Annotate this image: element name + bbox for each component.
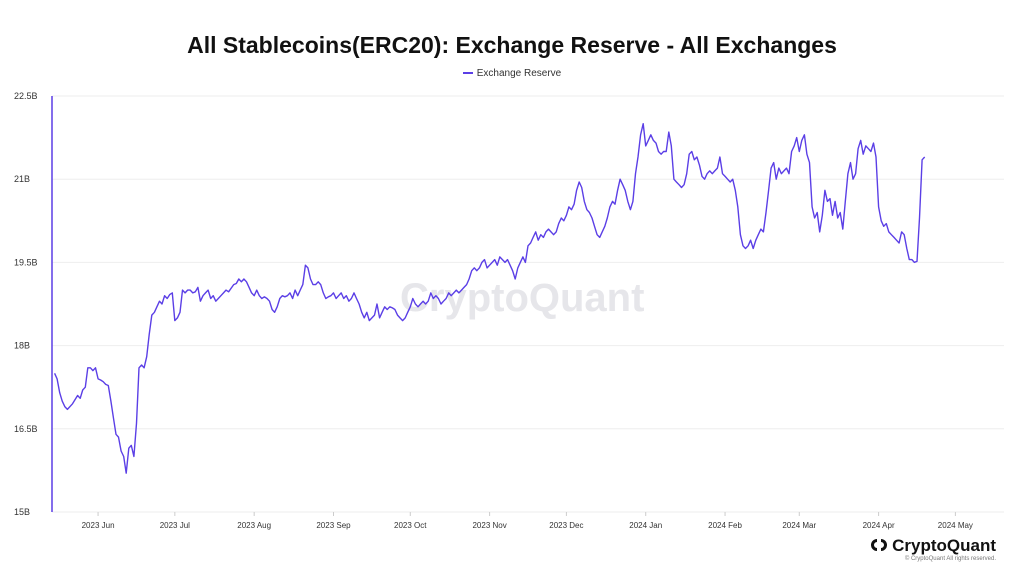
watermark: CryptoQuant (400, 276, 645, 320)
x-tick-label: 2024 Mar (782, 521, 816, 530)
y-tick-label: 19.5B (14, 257, 38, 267)
x-tick-label: 2023 Jul (160, 521, 190, 530)
x-tick-label: 2024 Jan (629, 521, 662, 530)
brand-logo: CryptoQuant (870, 536, 996, 556)
legend-label: Exchange Reserve (476, 68, 562, 79)
legend-swatch (462, 72, 473, 75)
x-tick-label: 2023 Nov (472, 521, 506, 530)
x-tick-label: 2024 May (938, 521, 973, 530)
y-tick-label: 18B (14, 341, 30, 351)
x-tick-label: 2023 Aug (237, 521, 271, 530)
x-tick-label: 2023 Dec (549, 521, 583, 530)
cryptoquant-logo-icon (871, 539, 888, 551)
legend[interactable]: Exchange Reserve (0, 68, 1024, 79)
x-tick-label: 2023 Oct (394, 521, 427, 530)
brand-name: CryptoQuant (892, 536, 996, 555)
x-tick-label: 2024 Apr (863, 521, 895, 530)
y-tick-label: 21B (14, 174, 30, 184)
x-tick-label: 2024 Feb (708, 521, 742, 530)
y-tick-label: 15B (14, 507, 30, 517)
x-tick-label: 2023 Jun (82, 521, 115, 530)
chart-title: All Stablecoins(ERC20): Exchange Reserve… (187, 32, 837, 58)
series-line-exchange-reserve[interactable] (53, 123, 926, 474)
copyright-text: © CryptoQuant All rights reserved. (904, 556, 996, 562)
y-tick-label: 22.5B (14, 91, 38, 101)
x-tick-label: 2023 Sep (316, 521, 351, 530)
y-tick-label: 16.5B (14, 424, 38, 434)
